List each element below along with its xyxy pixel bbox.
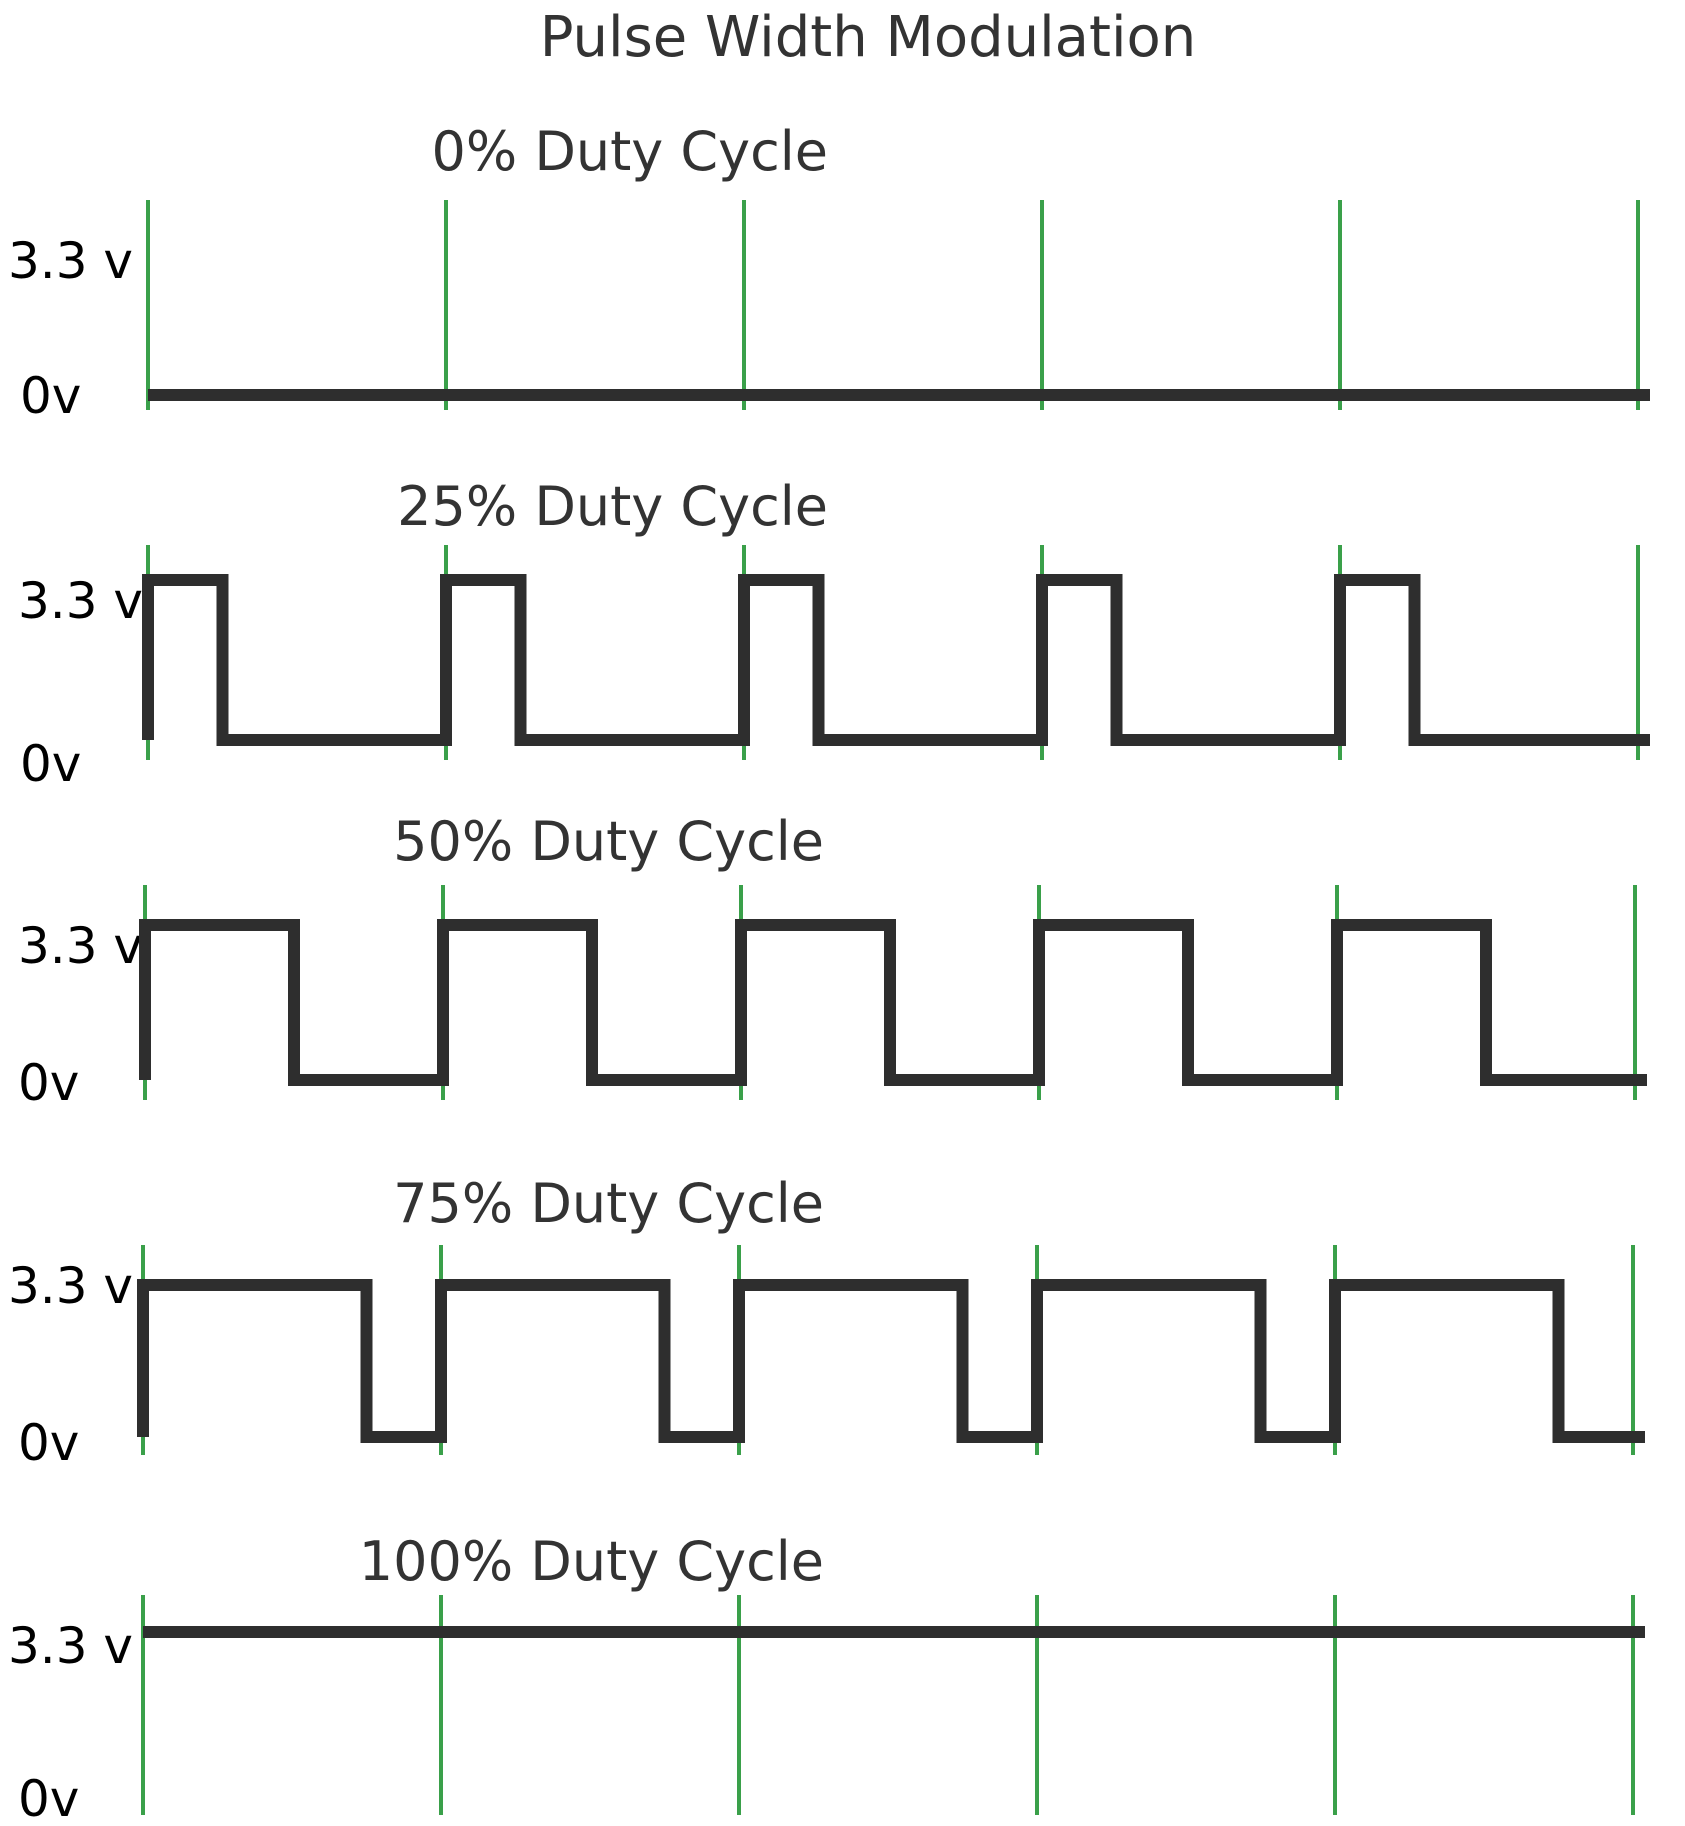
panel-title: 100% Duty Cycle (359, 1530, 824, 1593)
pwm-signal (137, 1279, 1645, 1443)
low-level-label: 0v (20, 367, 81, 425)
pwm-signal (139, 919, 1647, 1086)
low-level-label: 0v (18, 1414, 79, 1472)
high-level-label: 3.3 v (18, 572, 143, 630)
high-level-label: 3.3 v (8, 1257, 133, 1315)
panel-0: 0% Duty Cycle 3.3 v 0v (8, 120, 1650, 425)
panel-2: 50% Duty Cycle 3.3 v 0v (18, 810, 1647, 1112)
panel-title: 0% Duty Cycle (431, 120, 828, 183)
high-level-label: 3.3 v (18, 917, 143, 975)
high-level-label: 3.3 v (8, 1617, 133, 1675)
panel-title: 50% Duty Cycle (393, 810, 824, 873)
low-level-label: 0v (18, 1770, 79, 1826)
high-level-label: 3.3 v (8, 232, 133, 290)
low-level-label: 0v (20, 735, 81, 793)
low-level-label: 0v (18, 1054, 79, 1112)
diagram-title: Pulse Width Modulation (540, 5, 1197, 70)
panel-1: 25% Duty Cycle 3.3 v 0v (18, 475, 1650, 793)
panel-title: 75% Duty Cycle (393, 1172, 824, 1235)
panel-4: 100% Duty Cycle 3.3 v 0v (8, 1530, 1645, 1826)
pwm-signal (142, 574, 1650, 746)
panel-title: 25% Duty Cycle (397, 475, 828, 538)
panel-3: 75% Duty Cycle 3.3 v 0v (8, 1172, 1645, 1472)
